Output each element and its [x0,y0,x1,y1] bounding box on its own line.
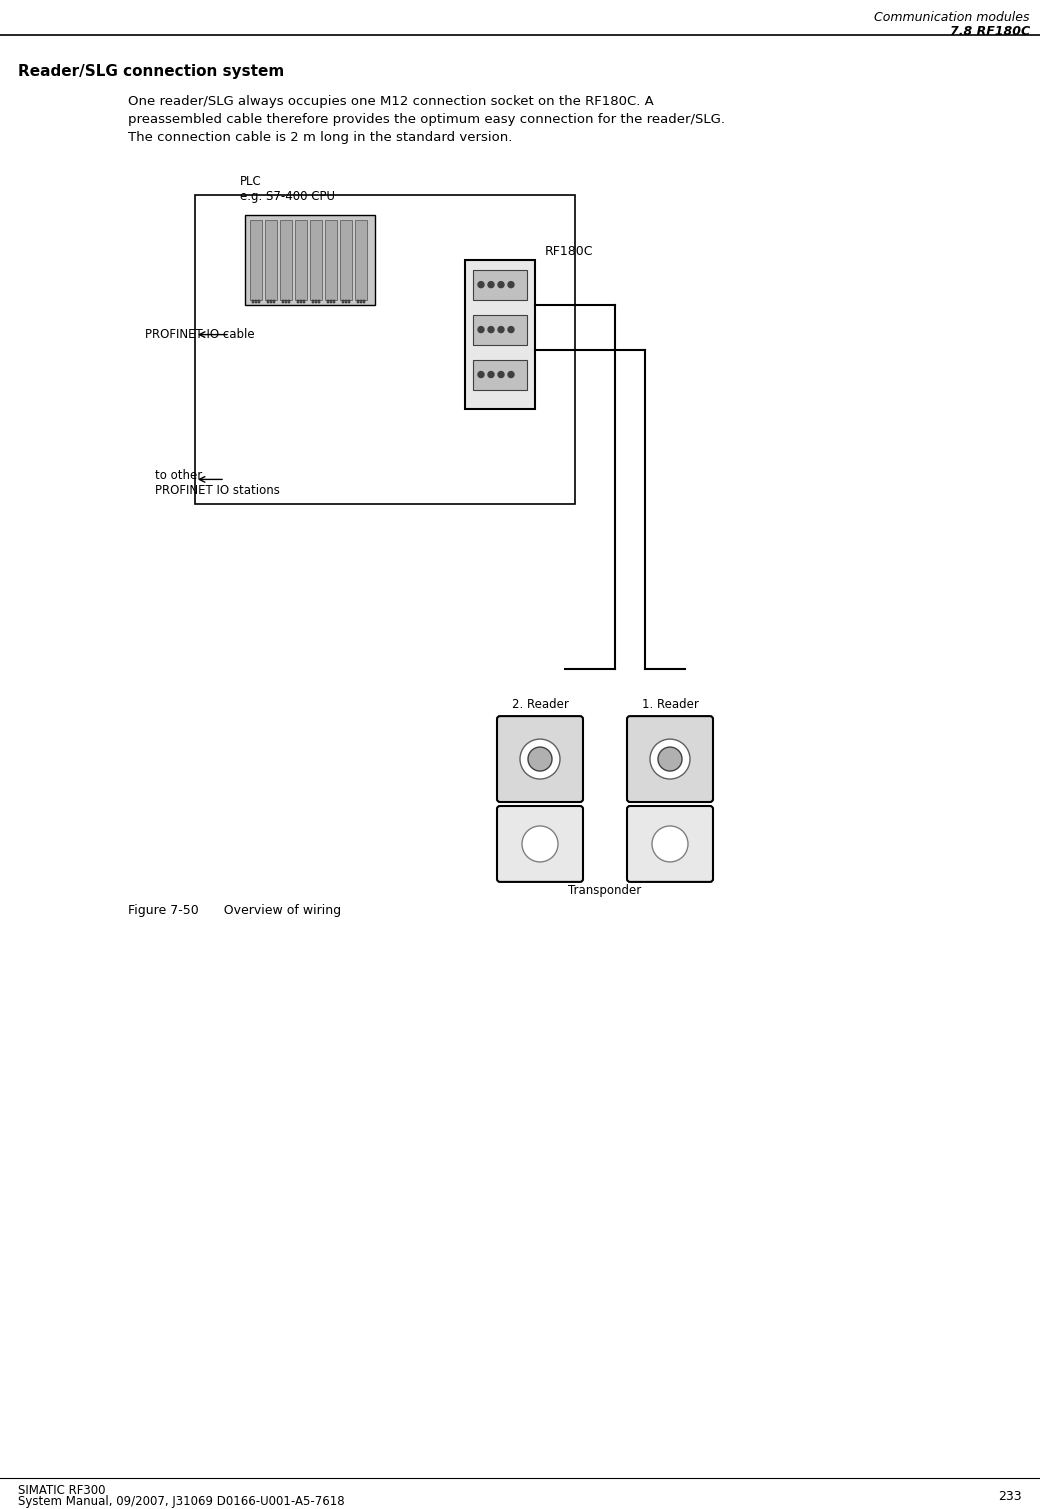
Circle shape [508,326,514,332]
FancyBboxPatch shape [497,806,583,881]
Text: SIMATIC RF300: SIMATIC RF300 [18,1483,105,1497]
Bar [270,300,272,303]
Bar [348,300,350,303]
Circle shape [488,371,494,377]
Bar [333,300,335,303]
Bar [196,195,575,504]
Circle shape [650,739,690,779]
Text: RF180C: RF180C [545,244,594,258]
Text: 2. Reader: 2. Reader [512,699,569,711]
Bar [297,300,300,303]
Bar [340,220,352,300]
Circle shape [508,282,514,288]
FancyBboxPatch shape [497,717,583,801]
Bar [363,300,365,303]
Bar [465,260,535,409]
Circle shape [658,747,682,771]
FancyBboxPatch shape [627,717,713,801]
Bar [252,300,254,303]
Bar [357,300,359,303]
Bar [288,300,290,303]
Circle shape [488,326,494,332]
Text: 7.8 RF180C: 7.8 RF180C [950,26,1030,38]
Bar [330,300,332,303]
Text: PLC
e.g. S7-400 CPU: PLC e.g. S7-400 CPU [240,175,335,202]
Bar [324,220,337,300]
Text: Reader/SLG connection system: Reader/SLG connection system [18,65,284,80]
Bar [345,300,347,303]
Bar [327,300,329,303]
Circle shape [522,825,558,862]
Circle shape [478,282,484,288]
Bar [282,300,284,303]
Bar [473,270,527,300]
Bar [342,300,344,303]
Bar [255,300,257,303]
Circle shape [528,747,552,771]
Text: Figure 7-50  Overview of wiring: Figure 7-50 Overview of wiring [128,904,341,917]
Text: Transponder: Transponder [569,884,642,896]
Bar [285,300,287,303]
Circle shape [498,371,504,377]
Text: Communication modules: Communication modules [875,12,1030,24]
Circle shape [652,825,688,862]
Bar [300,300,302,303]
Bar [318,300,320,303]
Bar [312,300,314,303]
Circle shape [508,371,514,377]
Circle shape [488,282,494,288]
Circle shape [478,326,484,332]
Bar [258,300,260,303]
Text: One reader/SLG always occupies one M12 connection socket on the RF180C. A
preass: One reader/SLG always occupies one M12 c… [128,95,725,143]
Text: 1. Reader: 1. Reader [642,699,699,711]
Circle shape [478,371,484,377]
Bar [250,220,262,300]
Text: to other
PROFINET IO stations: to other PROFINET IO stations [155,469,280,498]
Bar [473,359,527,389]
Text: 233: 233 [998,1489,1022,1503]
FancyBboxPatch shape [627,806,713,881]
Bar [267,300,269,303]
Text: System Manual, 09/2007, J31069 D0166-U001-A5-7618: System Manual, 09/2007, J31069 D0166-U00… [18,1494,344,1507]
Bar [360,300,362,303]
Circle shape [520,739,560,779]
Bar [265,220,277,300]
Bar [303,300,305,303]
Bar [272,300,275,303]
Bar [315,300,317,303]
Bar [245,214,375,305]
Circle shape [498,326,504,332]
Bar [310,220,322,300]
Bar [473,314,527,344]
Text: PROFINET IO cable: PROFINET IO cable [145,327,255,341]
Bar [355,220,367,300]
Bar [295,220,307,300]
Bar [280,220,292,300]
Circle shape [498,282,504,288]
